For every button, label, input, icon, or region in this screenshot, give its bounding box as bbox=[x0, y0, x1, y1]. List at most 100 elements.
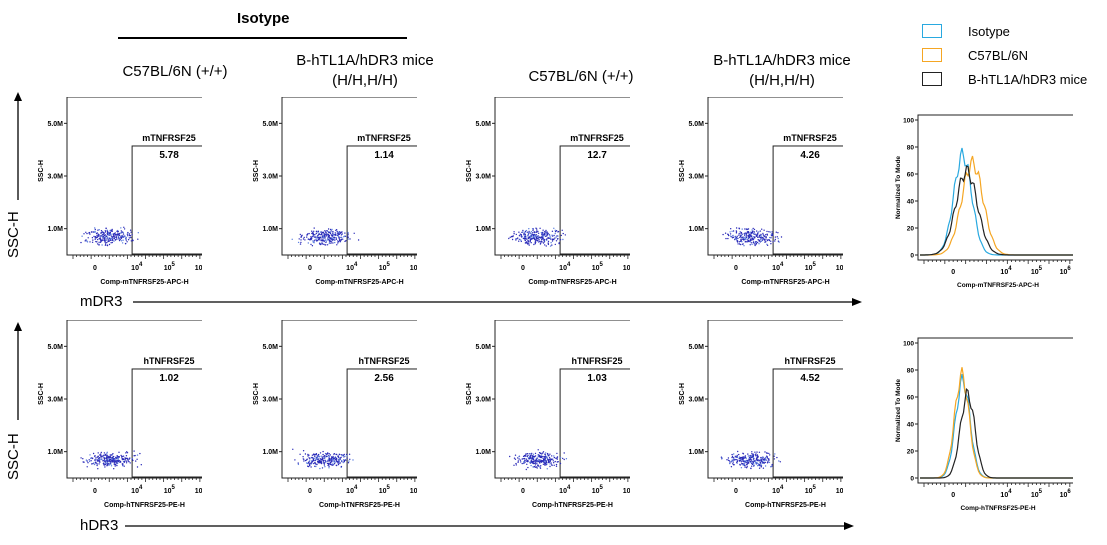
event-dot bbox=[518, 235, 521, 237]
event-dot bbox=[104, 239, 106, 241]
event-dot bbox=[123, 465, 125, 467]
event-dot bbox=[88, 232, 90, 234]
event-dot bbox=[741, 233, 743, 235]
event-dot bbox=[756, 451, 758, 453]
event-dot bbox=[563, 452, 565, 454]
event-dot bbox=[735, 236, 737, 239]
event-dot bbox=[762, 458, 764, 460]
event-dot bbox=[101, 455, 103, 457]
event-dot bbox=[752, 453, 754, 455]
event-dot bbox=[751, 451, 753, 453]
event-dot bbox=[98, 463, 100, 465]
event-dot bbox=[541, 238, 543, 240]
event-dot bbox=[752, 462, 755, 465]
event-dot bbox=[310, 243, 312, 246]
gate-name: hTNFRSF25 bbox=[359, 356, 410, 366]
event-dot bbox=[532, 232, 534, 234]
event-dot bbox=[317, 460, 320, 462]
event-dot bbox=[122, 463, 124, 465]
event-dot bbox=[104, 460, 106, 462]
event-dot bbox=[299, 233, 301, 236]
event-dot bbox=[741, 236, 743, 239]
event-dot bbox=[137, 232, 139, 234]
event-dot bbox=[729, 462, 731, 465]
event-dot bbox=[331, 228, 333, 231]
event-dot bbox=[342, 461, 344, 464]
event-dot bbox=[760, 240, 763, 242]
column-title-2: B-hTL1A/hDR3 mice (H/H,H/H) bbox=[270, 51, 460, 91]
y-tick-label: 5.0M bbox=[262, 344, 278, 351]
event-dot bbox=[326, 460, 329, 462]
event-dot bbox=[124, 238, 127, 240]
event-dot bbox=[550, 458, 553, 461]
event-dot bbox=[559, 462, 562, 465]
event-dot bbox=[324, 456, 326, 459]
y-tick-label: 40 bbox=[907, 422, 915, 429]
event-dot bbox=[104, 241, 106, 244]
event-dot bbox=[343, 459, 346, 462]
event-dot bbox=[126, 452, 129, 454]
event-dot bbox=[739, 234, 742, 236]
event-dot bbox=[542, 235, 544, 238]
event-dot bbox=[118, 451, 120, 453]
row1-up-arrow bbox=[14, 92, 22, 200]
event-dot bbox=[93, 463, 96, 466]
event-dot bbox=[312, 235, 314, 237]
event-dot bbox=[739, 456, 741, 459]
event-dot bbox=[555, 463, 558, 466]
event-dot bbox=[750, 242, 752, 244]
event-dot bbox=[298, 238, 300, 240]
event-dot bbox=[103, 232, 105, 234]
event-dot bbox=[761, 457, 764, 459]
event-dot bbox=[779, 461, 781, 463]
event-dot bbox=[313, 230, 315, 232]
event-dot bbox=[761, 239, 764, 241]
event-dot bbox=[736, 235, 738, 237]
row2-up-arrow bbox=[14, 322, 22, 420]
event-dot bbox=[727, 457, 730, 459]
row1-x-label: mDR3 bbox=[80, 293, 123, 310]
event-dot bbox=[764, 241, 766, 243]
event-dot bbox=[128, 237, 130, 239]
y-axis-label: SSC-H bbox=[253, 383, 260, 405]
event-dot bbox=[129, 457, 131, 459]
y-tick-label: 100 bbox=[903, 341, 914, 348]
event-dot bbox=[90, 457, 92, 460]
event-dot bbox=[332, 463, 334, 465]
plot-frame bbox=[494, 320, 630, 479]
event-dot bbox=[556, 458, 558, 460]
event-dot bbox=[541, 459, 543, 462]
event-dot bbox=[757, 236, 759, 238]
event-dot bbox=[85, 231, 87, 233]
event-dot bbox=[550, 242, 552, 244]
event-dot bbox=[533, 237, 535, 239]
event-dot bbox=[524, 242, 527, 244]
event-dot bbox=[337, 235, 339, 237]
event-dot bbox=[128, 233, 131, 235]
event-dot bbox=[538, 459, 540, 462]
event-dot bbox=[343, 456, 345, 458]
event-dot bbox=[733, 457, 735, 459]
event-dot bbox=[104, 244, 107, 246]
gate-rectangle bbox=[346, 145, 417, 255]
event-dot bbox=[731, 453, 733, 456]
x-tick-label: 104 bbox=[772, 262, 784, 272]
event-dot bbox=[110, 239, 112, 242]
event-dot bbox=[327, 464, 329, 467]
event-dot bbox=[332, 230, 334, 233]
gate-percentage: 12.7 bbox=[587, 150, 607, 161]
event-dot bbox=[770, 237, 772, 239]
event-dot bbox=[122, 239, 124, 241]
event-dot bbox=[721, 457, 723, 459]
event-dot bbox=[739, 231, 741, 233]
gate-percentage: 4.52 bbox=[800, 373, 820, 384]
y-axis-label: SSC-H bbox=[38, 160, 45, 182]
y-tick-label: 1.0M bbox=[475, 226, 491, 233]
event-dot bbox=[96, 241, 98, 243]
event-dot bbox=[741, 228, 743, 230]
event-dot bbox=[545, 232, 548, 234]
event-dot bbox=[743, 239, 745, 241]
event-dot bbox=[768, 231, 770, 233]
event-dot bbox=[746, 464, 748, 466]
event-dot bbox=[750, 458, 752, 461]
